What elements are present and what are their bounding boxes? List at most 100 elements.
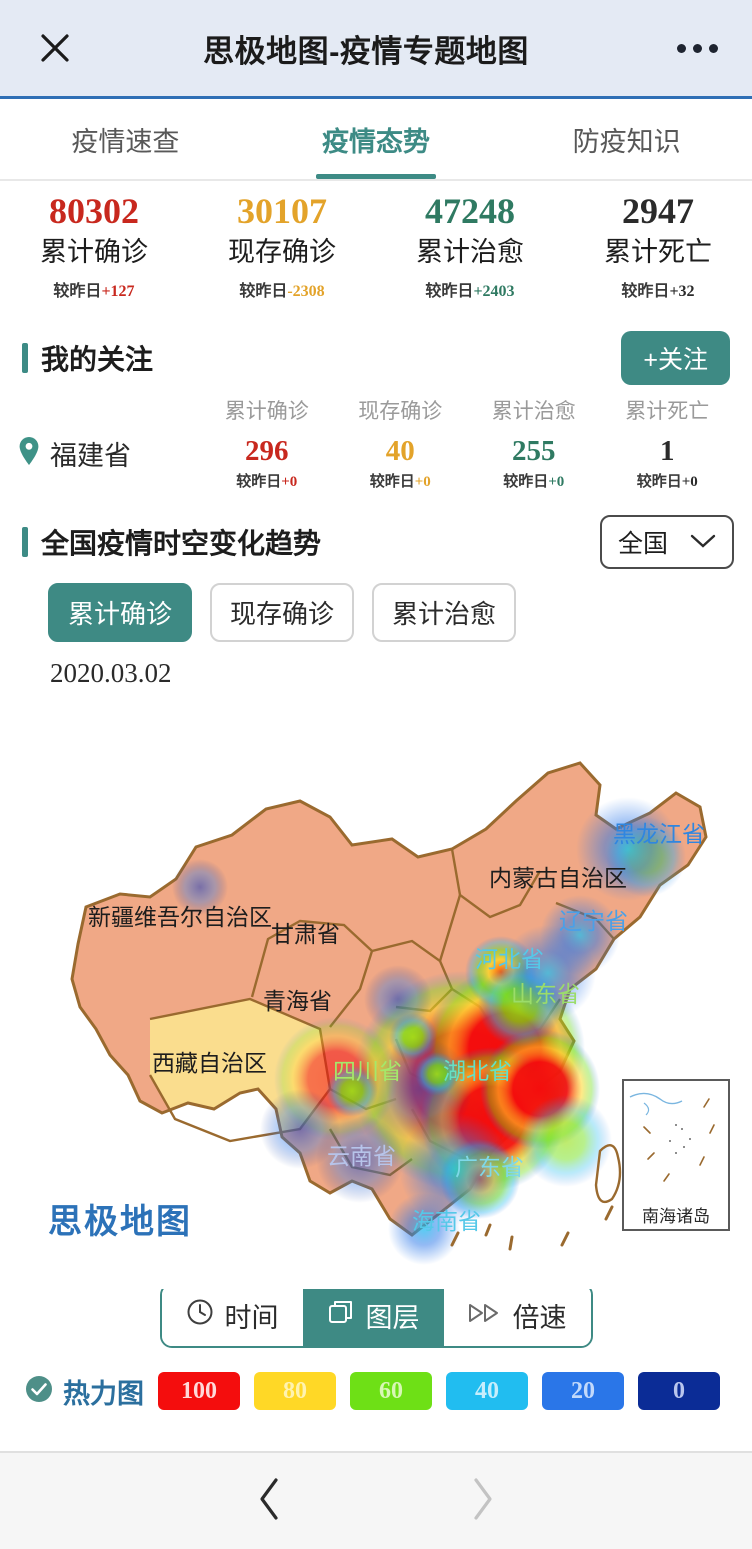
focus-cell-delta: 较昨日+0	[636, 473, 698, 490]
stat-value: 47248	[425, 191, 515, 231]
stat-delta: 较昨日+2403	[425, 282, 515, 300]
back-button[interactable]	[254, 1476, 286, 1527]
focus-cell-deaths: 1 较昨日+0	[601, 434, 735, 491]
tab-bar: 疫情速查 疫情态势 防疫知识	[0, 99, 752, 181]
section-accent-bar	[22, 526, 28, 557]
map-label-hebei: 河北省	[475, 946, 544, 972]
tab-situation[interactable]: 疫情态势	[251, 99, 502, 179]
focus-cell-confirmed-current: 40 较昨日+0	[334, 434, 468, 491]
trend-header: 全国疫情时空变化趋势 全国	[0, 501, 752, 569]
region-select-value: 全国	[617, 529, 668, 558]
bottom-nav-bar	[0, 1451, 752, 1549]
map-label-liaoning: 辽宁省	[559, 908, 628, 934]
map-tool-group: 时间 图层 倍速	[159, 1282, 593, 1348]
map-watermark: 思极地图	[48, 1202, 192, 1241]
metric-cured[interactable]: 累计治愈	[372, 582, 517, 642]
add-follow-button[interactable]: +关注	[621, 330, 730, 385]
column-header-confirmed-current: 现存确诊	[358, 399, 443, 423]
stat-value: 2947	[622, 191, 694, 231]
metric-confirmed-total[interactable]: 累计确诊	[48, 582, 193, 642]
my-focus-header: 我的关注 +关注	[0, 315, 752, 389]
map-label-inner-mongolia: 内蒙古自治区	[489, 865, 627, 891]
chevron-left-icon	[254, 1477, 286, 1526]
focus-name-header	[18, 395, 200, 425]
focus-cell-value: 40	[385, 434, 415, 467]
stat-cured-total: 47248 累计治愈 较昨日+2403	[376, 191, 564, 301]
tool-layers-label: 图层	[365, 1302, 420, 1333]
tool-layers-button[interactable]: 图层	[302, 1284, 444, 1346]
table-row[interactable]: 福建省 296 较昨日+0 40 较昨日+0 255 较昨日+0 1 较昨日+0	[18, 434, 734, 491]
map-label-shandong: 山东省	[511, 981, 580, 1007]
stat-delta: 较昨日+127	[53, 282, 135, 300]
map-canvas[interactable]: 新疆维吾尔自治区 甘肃省 青海省 西藏自治区 内蒙古自治区 黑龙江省 辽宁省 河…	[0, 689, 752, 1289]
column-header-confirmed-total: 累计确诊	[224, 399, 309, 423]
heatmap-legend: 热力图 100 80 60 40 20 0	[0, 1348, 752, 1427]
focus-header-row: 累计确诊 现存确诊 累计治愈 累计死亡	[18, 395, 734, 425]
heatmap-legend-label: 热力图	[63, 1378, 144, 1409]
close-button[interactable]	[0, 29, 110, 67]
page-title: 思极地图-疫情专题地图	[203, 33, 529, 69]
more-dots-icon	[692, 43, 702, 53]
tool-time-button[interactable]: 时间	[161, 1284, 303, 1346]
map-label-yunnan: 云南省	[327, 1143, 396, 1169]
heatmap-toggle[interactable]: 热力图	[24, 1372, 144, 1411]
focus-cell-value: 296	[245, 434, 289, 467]
tab-knowledge[interactable]: 防疫知识	[572, 126, 681, 157]
stat-deaths-total: 2947 累计死亡 较昨日+32	[564, 191, 752, 301]
stat-label: 累计确诊	[40, 237, 148, 268]
focus-cell-cured: 255 较昨日+0	[467, 434, 601, 491]
region-select[interactable]: 全国	[599, 514, 734, 569]
map-toolbar: 时间 图层 倍速	[0, 1282, 752, 1348]
tool-speed-button[interactable]: 倍速	[443, 1284, 591, 1346]
south-sea-inset: 南海诸岛	[622, 1078, 730, 1231]
location-pin-icon	[18, 436, 40, 471]
fast-forward-icon	[468, 1300, 502, 1331]
legend-swatch-80[interactable]: 80	[254, 1372, 336, 1411]
map-label-hubei: 湖北省	[443, 1058, 512, 1084]
heatmap-layer	[172, 796, 686, 1265]
legend-swatch-20[interactable]: 20	[542, 1372, 624, 1411]
inset-map	[629, 1092, 715, 1182]
inset-caption: 南海诸岛	[642, 1206, 710, 1226]
focus-cell-confirmed-total: 296 较昨日+0	[200, 434, 334, 491]
forward-button[interactable]	[466, 1476, 498, 1527]
map-label-sichuan: 四川省	[333, 1058, 402, 1084]
map-label-qinghai: 青海省	[263, 988, 332, 1014]
trend-title: 全国疫情时空变化趋势	[41, 527, 322, 559]
legend-swatch-60[interactable]: 60	[350, 1372, 432, 1411]
map-label-tibet: 西藏自治区	[152, 1050, 267, 1076]
summary-stats: 80302 累计确诊 较昨日+127 30107 现存确诊 较昨日-2308 4…	[0, 181, 752, 315]
stat-delta: 较昨日-2308	[239, 282, 325, 300]
stat-delta: 较昨日+32	[621, 282, 695, 300]
tab-quick-check[interactable]: 疫情速查	[71, 126, 180, 157]
chevron-down-icon	[690, 527, 716, 556]
my-focus-table: 累计确诊 现存确诊 累计治愈 累计死亡 福建省 296 较昨日+0 40 较昨日…	[0, 389, 752, 501]
more-dots-icon	[676, 43, 686, 53]
stat-confirmed-total: 80302 累计确诊 较昨日+127	[0, 191, 188, 301]
more-menu-button[interactable]	[642, 43, 752, 53]
focus-province-name: 福建省	[50, 440, 131, 471]
chevron-right-icon	[466, 1477, 498, 1526]
focus-cell-value: 1	[660, 434, 675, 467]
focus-cell-delta: 较昨日+0	[369, 473, 431, 490]
legend-swatch-0[interactable]: 0	[638, 1372, 720, 1411]
metric-confirmed-current[interactable]: 现存确诊	[210, 582, 355, 642]
focus-cell-delta: 较昨日+0	[236, 473, 298, 490]
map-label-hainan: 海南省	[412, 1208, 481, 1234]
more-dots-icon	[708, 43, 718, 53]
map-label-xinjiang: 新疆维吾尔自治区	[88, 904, 272, 930]
title-bar: 思极地图-疫情专题地图	[0, 0, 752, 99]
tool-speed-label: 倍速	[512, 1302, 567, 1333]
stat-label: 累计死亡	[604, 237, 712, 268]
layers-icon	[327, 1298, 355, 1333]
column-header-deaths: 累计死亡	[625, 399, 710, 423]
stat-value: 30107	[237, 191, 327, 231]
stat-value: 80302	[49, 191, 139, 231]
map-label-guangdong: 广东省	[455, 1154, 524, 1180]
china-heatmap[interactable]: 新疆维吾尔自治区 甘肃省 青海省 西藏自治区 内蒙古自治区 黑龙江省 辽宁省 河…	[0, 688, 752, 1289]
legend-swatch-100[interactable]: 100	[158, 1372, 240, 1411]
legend-swatch-40[interactable]: 40	[446, 1372, 528, 1411]
map-label-heilongjiang: 黑龙江省	[613, 821, 705, 847]
stat-label: 现存确诊	[228, 237, 336, 268]
